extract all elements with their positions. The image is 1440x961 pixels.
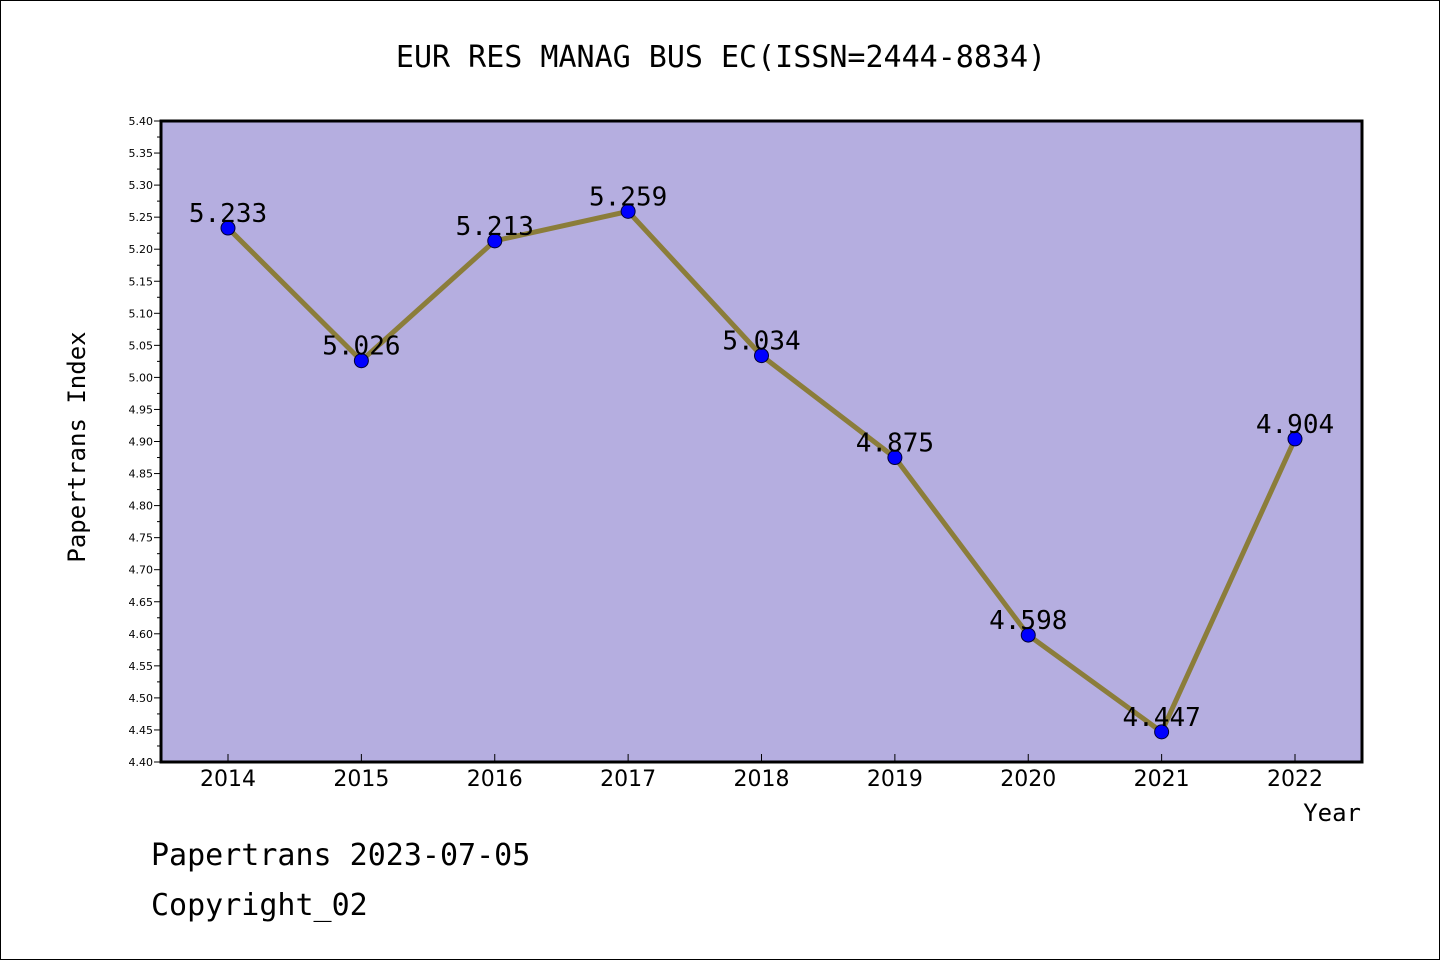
data-label: 4.598 bbox=[989, 606, 1067, 636]
footer-copyright: Copyright_02 bbox=[151, 888, 368, 923]
x-tick-label: 2018 bbox=[734, 767, 790, 792]
y-tick-label: 5.30 bbox=[129, 179, 154, 192]
y-tick-label: 4.80 bbox=[129, 500, 154, 513]
x-tick-label: 2017 bbox=[600, 767, 656, 792]
y-axis-label: Papertrans Index bbox=[63, 331, 91, 562]
data-label: 4.904 bbox=[1256, 410, 1334, 440]
y-tick-label: 5.00 bbox=[129, 371, 154, 384]
plot-area bbox=[159, 119, 1364, 764]
y-tick-label: 4.75 bbox=[129, 532, 154, 545]
data-label: 5.034 bbox=[722, 327, 800, 357]
data-point bbox=[887, 450, 903, 466]
y-tick-label: 5.35 bbox=[129, 147, 154, 160]
y-tick-label: 5.40 bbox=[129, 115, 154, 128]
chart-title: EUR RES MANAG BUS EC(ISSN=2444-8834) bbox=[396, 40, 1046, 75]
y-tick-label: 5.05 bbox=[129, 339, 154, 352]
y-tick-label: 4.85 bbox=[129, 468, 154, 481]
y-tick-label: 4.45 bbox=[129, 724, 154, 737]
y-tick-label: 4.70 bbox=[129, 564, 154, 577]
data-label: 4.875 bbox=[856, 429, 934, 459]
series-markers bbox=[220, 203, 1303, 740]
data-point bbox=[1287, 431, 1303, 447]
footer-date: Papertrans 2023-07-05 bbox=[151, 838, 530, 873]
y-tick-label: 4.40 bbox=[129, 756, 154, 769]
y-tick-label: 5.25 bbox=[129, 211, 154, 224]
y-tick-label: 5.10 bbox=[129, 307, 154, 320]
y-tick-label: 5.15 bbox=[129, 275, 154, 288]
data-point bbox=[487, 233, 503, 249]
x-tick-label: 2019 bbox=[867, 767, 923, 792]
x-tick-label: 2016 bbox=[467, 767, 523, 792]
y-tick-label: 4.55 bbox=[129, 660, 154, 673]
x-axis-label: Year bbox=[1303, 799, 1361, 827]
x-axis: 2014 2015 2016 2017 2018 2019 2020 2021 2022 bbox=[200, 754, 1323, 792]
data-point bbox=[1154, 724, 1170, 740]
x-tick-label: 2015 bbox=[333, 767, 389, 792]
x-tick-label: 2020 bbox=[1000, 767, 1056, 792]
y-tick-label: 4.90 bbox=[129, 436, 154, 449]
y-tick-label: 4.50 bbox=[129, 692, 154, 705]
y-tick-label: 4.60 bbox=[129, 628, 154, 641]
data-label: 5.233 bbox=[189, 199, 267, 229]
x-tick-label: 2021 bbox=[1134, 767, 1190, 792]
data-label: 5.026 bbox=[322, 332, 400, 362]
y-tick-label: 4.65 bbox=[129, 596, 154, 609]
data-point bbox=[353, 353, 369, 369]
data-label: 5.213 bbox=[456, 212, 534, 242]
x-tick-label: 2014 bbox=[200, 767, 256, 792]
data-point bbox=[620, 203, 636, 219]
data-label: 4.447 bbox=[1122, 703, 1200, 733]
data-label: 5.259 bbox=[589, 182, 667, 212]
x-tick-label: 2022 bbox=[1267, 767, 1323, 792]
y-tick-label: 5.20 bbox=[129, 243, 154, 256]
y-tick-label: 4.95 bbox=[129, 403, 154, 416]
data-point bbox=[754, 348, 769, 364]
data-point bbox=[220, 220, 236, 236]
data-point bbox=[1020, 627, 1036, 643]
y-axis: 4.40 4.45 4.50 4.55 4.60 4.65 4.70 4.75 4.80 4.85… bbox=[129, 115, 161, 769]
data-labels: 5.233 5.026 5.213 5.259 5.034 4.875 4.598 4.447… bbox=[189, 182, 1334, 732]
